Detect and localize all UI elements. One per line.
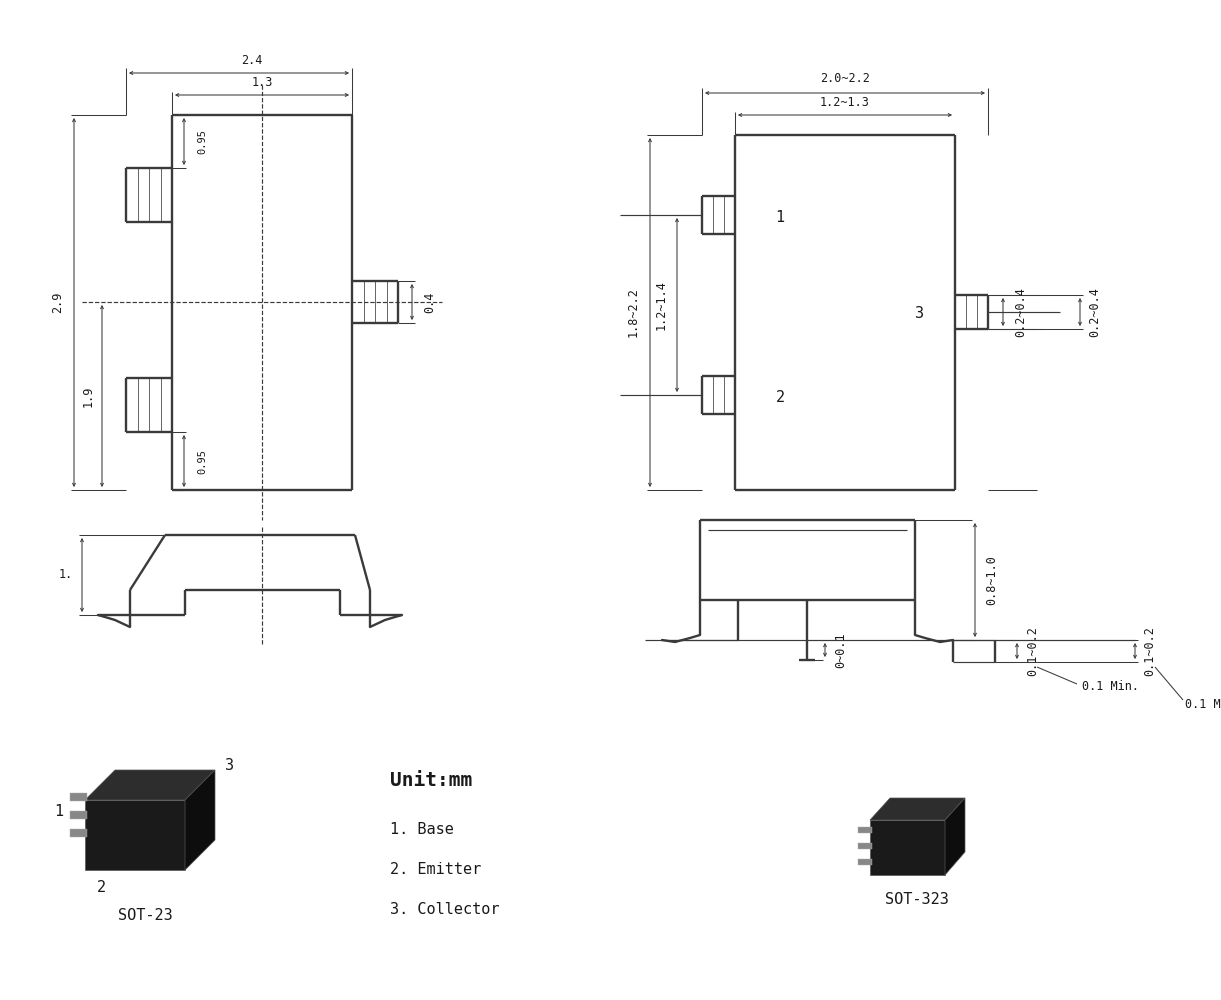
Bar — [70, 811, 87, 819]
Text: 3. Collector: 3. Collector — [389, 902, 499, 918]
Text: 2.4: 2.4 — [242, 53, 263, 66]
Text: 1.9: 1.9 — [82, 385, 94, 407]
Text: 2. Emitter: 2. Emitter — [389, 862, 481, 878]
Text: 0.1 Min.: 0.1 Min. — [1186, 698, 1221, 712]
Polygon shape — [871, 798, 965, 820]
Text: 1: 1 — [54, 804, 63, 820]
Text: 3: 3 — [916, 306, 924, 322]
Text: 2.0~2.2: 2.0~2.2 — [821, 73, 869, 86]
Text: 2: 2 — [96, 880, 106, 896]
Text: 1.3: 1.3 — [252, 77, 272, 90]
Text: 2: 2 — [775, 389, 785, 404]
Bar — [858, 843, 872, 849]
Bar — [858, 827, 872, 833]
Text: 1.8~2.2: 1.8~2.2 — [626, 287, 640, 337]
Text: 1.: 1. — [59, 568, 73, 582]
Text: 1.2~1.3: 1.2~1.3 — [821, 97, 869, 109]
Text: 0.4: 0.4 — [424, 291, 436, 313]
Text: 1. Base: 1. Base — [389, 822, 454, 838]
Text: 0.1~0.2: 0.1~0.2 — [1027, 626, 1039, 676]
Text: 0~0.1: 0~0.1 — [834, 632, 847, 668]
Text: 0.95: 0.95 — [197, 128, 208, 153]
Polygon shape — [186, 770, 215, 870]
Text: 0.2~0.4: 0.2~0.4 — [1088, 287, 1101, 337]
Polygon shape — [85, 770, 215, 800]
Polygon shape — [85, 800, 186, 870]
Text: 2.9: 2.9 — [51, 291, 65, 313]
Text: SOT-323: SOT-323 — [885, 892, 949, 908]
Text: 0.8~1.0: 0.8~1.0 — [985, 555, 999, 605]
Text: SOT-23: SOT-23 — [117, 908, 172, 922]
Polygon shape — [945, 798, 965, 875]
Polygon shape — [871, 820, 945, 875]
Text: 1: 1 — [775, 210, 785, 225]
Bar — [70, 829, 87, 837]
Text: 3: 3 — [225, 758, 234, 772]
Bar — [70, 793, 87, 801]
Text: 0.2~0.4: 0.2~0.4 — [1015, 287, 1028, 337]
Text: 0.1~0.2: 0.1~0.2 — [1144, 626, 1156, 676]
Text: 1.2~1.4: 1.2~1.4 — [654, 280, 668, 330]
Bar — [858, 859, 872, 865]
Text: 0.95: 0.95 — [197, 448, 208, 474]
Text: Unit:mm: Unit:mm — [389, 770, 473, 790]
Text: 0.1 Min.: 0.1 Min. — [1082, 680, 1139, 694]
